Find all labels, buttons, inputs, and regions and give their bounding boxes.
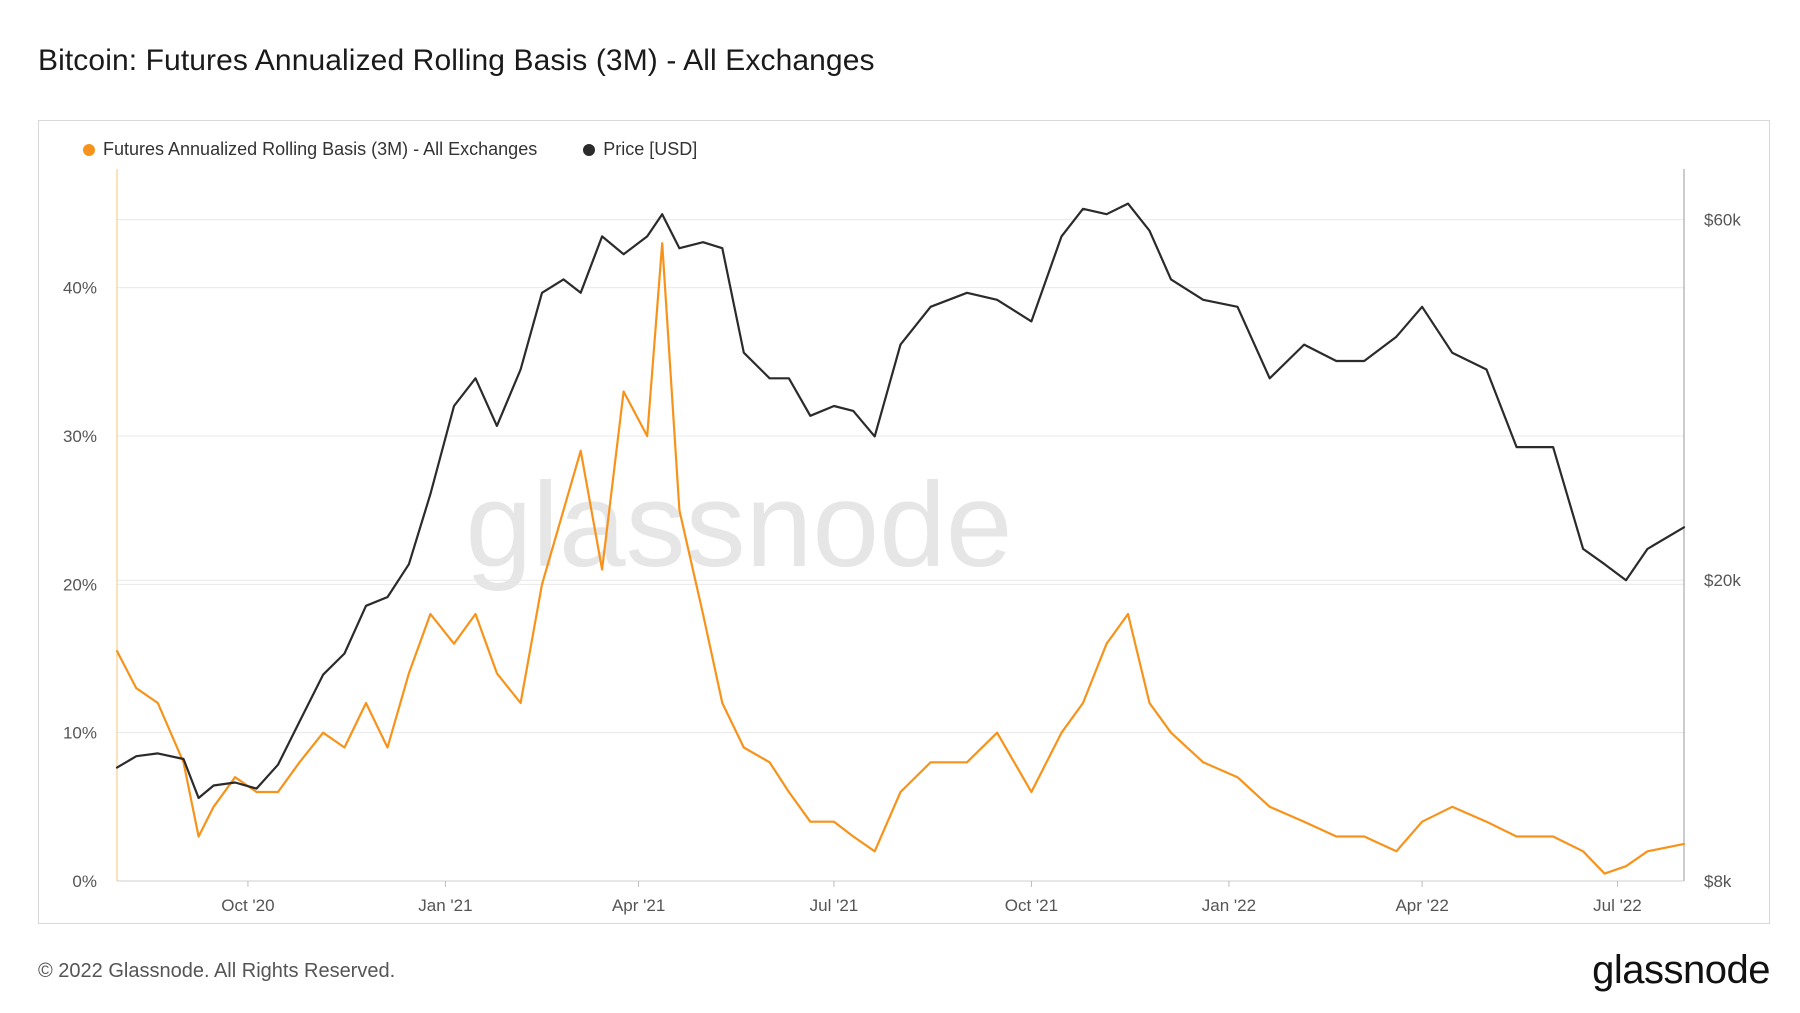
watermark-text: glassnode <box>465 458 1012 592</box>
legend-dot-basis <box>83 143 95 156</box>
legend-label-price: Price [USD] <box>603 139 698 159</box>
y-left-tick-label: 20% <box>63 575 97 594</box>
legend-label-basis: Futures Annualized Rolling Basis (3M) - … <box>103 139 538 159</box>
y-right-tick-label: $8k <box>1704 872 1732 891</box>
chart-title: Bitcoin: Futures Annualized Rolling Basi… <box>38 44 875 77</box>
legend-item-basis[interactable]: Futures Annualized Rolling Basis (3M) - … <box>83 139 537 160</box>
legend-dot-price <box>583 143 596 156</box>
x-tick-label: Jan '21 <box>418 896 472 915</box>
y-left-tick-label: 0% <box>72 872 97 891</box>
chart-frame: Futures Annualized Rolling Basis (3M) - … <box>38 120 1770 924</box>
series-line-price <box>115 202 1686 800</box>
x-tick-label: Oct '20 <box>221 896 274 915</box>
series-line-basis <box>115 242 1686 875</box>
x-tick-label: Apr '21 <box>612 896 665 915</box>
y-left-tick-label: 10% <box>63 724 97 743</box>
y-right-tick-label: $20k <box>1704 571 1741 590</box>
y-left-tick-label: 40% <box>63 279 97 298</box>
series-layer <box>115 202 1686 875</box>
x-tick-label: Apr '22 <box>1395 896 1448 915</box>
legend-item-price[interactable]: Price [USD] <box>583 139 697 160</box>
y-left-tick-label: 30% <box>63 427 97 446</box>
x-tick-label: Oct '21 <box>1005 896 1058 915</box>
chart-plot: glassnode Oct '20 Jan '21 Apr '21 Jul '21 Oc… <box>63 169 1741 915</box>
y-right-tick-label: $60k <box>1704 211 1741 230</box>
y-axis-right: $8k $20k $60k <box>1704 211 1741 891</box>
chart-legend: Futures Annualized Rolling Basis (3M) - … <box>83 139 697 160</box>
x-tick-label: Jan '22 <box>1202 896 1256 915</box>
footer-copyright: © 2022 Glassnode. All Rights Reserved. <box>38 960 396 982</box>
x-tick-label: Jul '22 <box>1593 896 1642 915</box>
y-axis-left: 0% 10% 20% 30% 40% <box>63 279 97 891</box>
footer-logo: glassnode <box>1592 948 1770 992</box>
grid-layer <box>116 169 1685 882</box>
x-axis: Oct '20 Jan '21 Apr '21 Jul '21 Oct '21 Jan '… <box>221 881 1642 915</box>
x-tick-label: Jul '21 <box>810 896 859 915</box>
